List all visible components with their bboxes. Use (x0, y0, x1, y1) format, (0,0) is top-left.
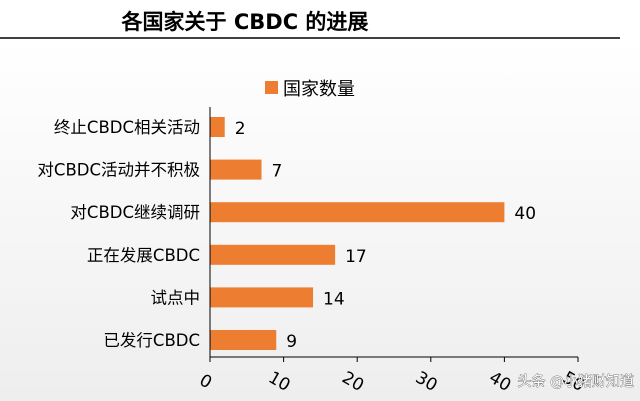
bar-4 (210, 244, 336, 265)
bar-5 (210, 287, 314, 308)
bar-1 (210, 117, 225, 137)
bar-3 (210, 202, 505, 223)
value-label-4: 17 (345, 247, 367, 267)
value-label-2: 7 (272, 162, 283, 182)
value-label-3: 40 (514, 204, 536, 224)
category-label-3: 对CBDC继续调研 (70, 203, 200, 222)
watermark: 头条 @小猪财知道 (518, 373, 634, 390)
value-label-1: 2 (235, 119, 246, 139)
chart-title: 各国家关于 CBDC 的进展 (121, 10, 369, 34)
value-label-6: 9 (286, 332, 297, 352)
bar-6 (210, 330, 277, 350)
legend-swatch (265, 81, 278, 94)
category-label-6: 已发行CBDC (103, 331, 200, 350)
category-label-5: 试点中 (151, 288, 201, 307)
legend: 国家数量 (265, 79, 355, 100)
legend-label: 国家数量 (283, 79, 355, 100)
category-label-4: 正在发展CBDC (87, 246, 200, 265)
bar-2 (210, 159, 262, 180)
category-label-2: 对CBDC活动并不积极 (37, 161, 200, 180)
value-label-5: 14 (323, 289, 345, 309)
category-label-1: 终止CBDC相关活动 (54, 118, 200, 137)
